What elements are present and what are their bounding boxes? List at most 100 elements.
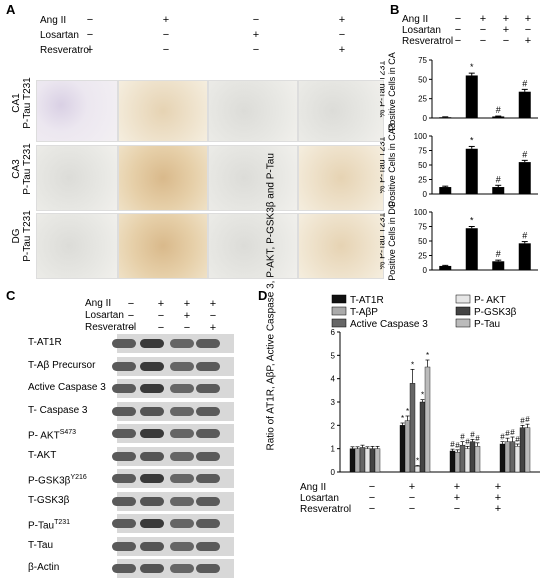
- panel-a-letter: A: [6, 2, 16, 17]
- blot-band: [196, 541, 220, 551]
- panel-b-charts: % P-Tau T231Positive Cells in CA1 0 25 50 75…: [380, 52, 538, 281]
- blot-band: [196, 451, 220, 461]
- significance-mark: #: [470, 430, 475, 439]
- blot-band: [140, 429, 164, 438]
- legend-label: T-AT1R: [350, 295, 384, 306]
- chart-b-0: % P-Tau T231Positive Cells in CA1 0 25 50 75…: [380, 52, 538, 131]
- blot-band: [170, 519, 194, 528]
- significance-mark: *: [406, 407, 409, 416]
- micrograph-dg-resveratrol: [298, 213, 384, 279]
- micrograph-ca3-angii: [118, 145, 208, 211]
- significance-mark: #: [525, 415, 530, 424]
- treatment-sign: +: [479, 13, 487, 25]
- treatment-sign: +: [408, 481, 416, 493]
- treatment-sign: +: [209, 298, 217, 310]
- treatment-sign: −: [127, 310, 135, 322]
- legend-swatch: [455, 294, 471, 304]
- blot-label-name: T- Caspase 3: [28, 404, 88, 416]
- blot-band: [196, 496, 220, 506]
- blot-band: [112, 339, 136, 348]
- treatment-sign: −: [162, 29, 170, 41]
- bar: [465, 75, 478, 118]
- treatment-sign: −: [454, 24, 462, 36]
- significance-mark: #: [475, 434, 480, 443]
- row-label-stain: P-Tau T231: [22, 210, 33, 262]
- significance-mark: *: [470, 62, 474, 72]
- bar: [439, 265, 452, 270]
- y-tick-label: 75: [418, 56, 427, 65]
- y-tick-label: 50: [418, 237, 427, 246]
- blot-band: [170, 339, 194, 348]
- treatment-sign: −: [209, 310, 217, 322]
- micrograph-ca3-resveratrol: [298, 145, 384, 211]
- y-tick-label: 0: [423, 114, 428, 123]
- bar: [439, 117, 452, 118]
- legend-swatch: [455, 318, 471, 328]
- bar: [414, 465, 421, 473]
- micrograph-dg-control: [36, 213, 118, 279]
- blot-band: [112, 541, 136, 551]
- blot-band: [170, 384, 194, 393]
- bar: [518, 91, 531, 118]
- treatment-sign: −: [86, 29, 94, 41]
- treatment-sign: −: [454, 35, 462, 47]
- y-tick-label: 6: [331, 328, 336, 337]
- y-tick-label: 4: [331, 375, 336, 384]
- treatment-sign: +: [157, 298, 165, 310]
- bar: [439, 187, 452, 194]
- micrograph-dg-losartan: [208, 213, 298, 279]
- y-tick-label: 2: [331, 421, 336, 430]
- treatment-sign: +: [494, 492, 502, 504]
- blot-band: [170, 474, 194, 483]
- treatment-sign: −: [502, 35, 510, 47]
- y-tick-label: 0: [423, 266, 428, 275]
- chart-ylabel: % P-Tau T231Positive Cells in CA1: [380, 52, 397, 131]
- legend-label: T-AβP: [350, 307, 378, 318]
- blot-band: [112, 451, 136, 461]
- blot-band: [112, 429, 136, 438]
- bar: [518, 162, 531, 194]
- significance-mark: #: [450, 440, 455, 449]
- treatment-sign: −: [408, 492, 416, 504]
- y-tick-label: 100: [414, 132, 428, 141]
- treatment-sign: −: [408, 503, 416, 515]
- legend-label: P- AKT: [474, 295, 506, 306]
- micrograph-dg-angii: [118, 213, 208, 279]
- row-label-stain: P-Tau T231: [22, 77, 33, 129]
- row-label-ca1: CA1 P-Tau T231: [11, 73, 33, 133]
- bar: [464, 448, 471, 473]
- blot-band: [196, 519, 220, 528]
- blot-band: [140, 564, 164, 573]
- significance-mark: #: [465, 437, 470, 446]
- bar: [454, 451, 461, 473]
- y-tick-label: 25: [418, 176, 427, 185]
- bar: [359, 447, 366, 473]
- blot-band: [170, 564, 194, 573]
- bar: [499, 443, 506, 473]
- blot-label: P- AKTS473: [28, 427, 76, 441]
- legend-swatch: [331, 294, 347, 304]
- blot-label-superscript: Y216: [70, 474, 87, 481]
- micrograph-ca3-control: [36, 145, 118, 211]
- chart-ylabel: % P-Tau T231Positive Cells in CA3: [380, 123, 397, 207]
- significance-mark: #: [522, 231, 527, 241]
- significance-mark: #: [522, 78, 527, 88]
- micrograph-ca1-angii: [118, 80, 208, 142]
- panel-c-letter: C: [6, 288, 16, 303]
- bar: [404, 420, 411, 473]
- micrograph-ca1-losartan: [208, 80, 298, 142]
- significance-mark: *: [426, 351, 429, 360]
- chart-b-1: % P-Tau T231Positive Cells in CA3 0 25 50 75…: [380, 123, 538, 207]
- treatment-sign: −: [524, 24, 532, 36]
- bar: [424, 366, 431, 473]
- panel-d-letter: D: [258, 288, 268, 303]
- y-tick-label: 50: [418, 161, 427, 170]
- blot-band: [140, 496, 164, 506]
- treatment-sign: −: [127, 298, 135, 310]
- treatment-label: Losartan: [300, 493, 339, 504]
- blot-band: [196, 361, 220, 371]
- bar: [524, 427, 531, 473]
- treatment-sign: −: [368, 503, 376, 515]
- treatment-sign: −: [454, 13, 462, 25]
